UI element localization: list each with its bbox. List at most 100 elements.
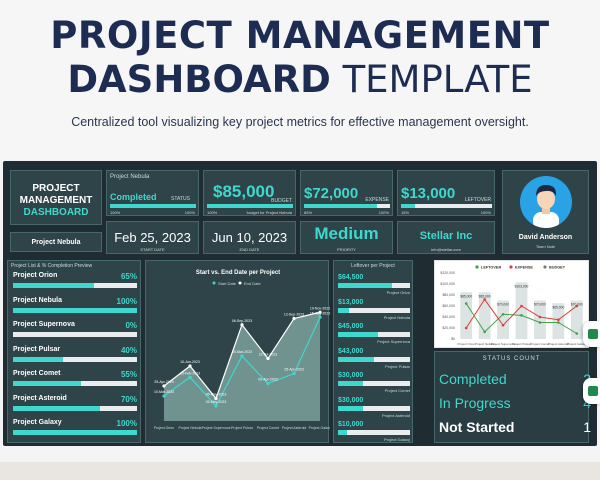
budget-progress-bar	[207, 204, 293, 208]
status-count-label: Completed	[439, 371, 507, 387]
start-date-point	[318, 315, 322, 319]
budget-data-label: $70,000	[534, 303, 546, 307]
dashboard-title-line1: PROJECT	[32, 183, 80, 194]
x-tick-label: Project Supernova	[202, 426, 231, 430]
expense-line-point	[483, 298, 486, 301]
y-tick-label: $40,000	[442, 315, 455, 319]
hero-title-line1: PROJECT MANAGEMENT	[50, 14, 550, 57]
expense-progress-bar	[304, 204, 390, 208]
start-date-label: 15-Aug-2023	[310, 311, 330, 315]
end-date-label: 22-Jul-2023	[259, 353, 278, 357]
person-icon	[533, 185, 559, 228]
start-date-caption: START DATE	[140, 247, 165, 252]
dashboard-panel: PROJECT MANAGEMENT DASHBOARD Project Neb…	[3, 161, 597, 446]
leftover-item-fill	[338, 405, 364, 411]
x-tick-label: Project Orion	[154, 426, 174, 430]
side-tab-icon[interactable]	[583, 321, 600, 347]
project-list-item-fill	[13, 307, 137, 313]
start-date-label: 25-Apr-2023	[284, 368, 304, 372]
leftover-line-point	[483, 330, 486, 334]
y-tick-label: $0	[451, 337, 455, 341]
legend-marker	[475, 265, 479, 269]
project-list-item-pct: 40%	[120, 345, 137, 355]
manager-role: Team Note	[535, 244, 556, 249]
end-date-card: Jun 10, 2023 END DATE	[203, 221, 296, 254]
start-date-value: Feb 25, 2023	[114, 230, 191, 245]
project-list-item-bar	[13, 381, 137, 386]
project-list-item-bar	[13, 332, 137, 337]
priority-value: Medium	[314, 224, 379, 243]
end-date-label: 12-Sep-2023	[284, 313, 304, 317]
status-card-value: Completed	[110, 192, 157, 202]
status-progress-right: 100%	[184, 210, 195, 215]
status-count-item: In Progress 4	[439, 395, 591, 415]
start-date-point	[162, 394, 166, 398]
side-tab-icon-2[interactable]	[583, 378, 600, 404]
budget-bar	[552, 303, 565, 339]
expense-progress-right: 100%	[378, 210, 389, 215]
leftover-item-name: Project Nebula	[383, 314, 410, 320]
leftover-item-fill	[338, 307, 349, 313]
leftover-item-bar	[338, 307, 410, 313]
hero-title-line2: DASHBOARD TEMPLATE	[0, 60, 600, 100]
status-progress-fill	[110, 204, 196, 208]
legend-marker	[238, 281, 242, 285]
start-date-point	[214, 404, 218, 408]
project-list-item: Project Galaxy 100%	[13, 419, 137, 442]
leftover-line-point	[464, 302, 468, 305]
status-card-label: Project Nebula	[110, 174, 150, 180]
end-date-point	[318, 310, 322, 314]
project-select[interactable]: Project Nebula	[10, 232, 102, 252]
bottom-strip	[0, 462, 600, 480]
leftover-item-value: $13,000	[338, 298, 364, 306]
end-date-label: 05-May-2023	[206, 393, 227, 397]
project-list-item-bar	[13, 356, 137, 362]
leftover-item-fill	[338, 283, 392, 288]
date-line-chart: Start vs. End Date per Project Start Date…	[154, 270, 332, 430]
x-tick-label: Project Pulsar	[512, 342, 531, 346]
avatar	[520, 176, 572, 228]
budget-data-label: $65,000	[552, 305, 564, 309]
project-list-item: Project Nebula 100%	[13, 297, 137, 320]
leftover-item-bar	[338, 430, 410, 435]
project-list-item-fill	[13, 430, 137, 435]
expense-line-point	[501, 323, 505, 327]
expense-line-point	[575, 304, 579, 308]
leftover-item-value: $10,000	[338, 421, 364, 428]
start-date-label: 20-Mar-2023	[232, 350, 252, 354]
dashboard-title-card: PROJECT MANAGEMENT DASHBOARD	[10, 170, 102, 225]
budget-bar	[515, 282, 528, 339]
expense-line-point	[520, 304, 523, 308]
legend-label: LEFTOVER	[481, 266, 501, 270]
leftover-list-item: $30,000 Project Asteroid	[338, 397, 410, 422]
leftover-progress-left: 15%	[401, 210, 410, 215]
x-tick-label: Project Nebula	[475, 342, 495, 346]
leftover-list-item: $10,000 Project Galaxy	[338, 421, 410, 446]
project-list-item-name: Project Galaxy	[13, 419, 62, 426]
x-tick-label: Project Comet	[530, 342, 549, 346]
leftover-progress-right: 100%	[480, 210, 491, 215]
budget-bar	[478, 292, 491, 339]
leftover-item-bar	[338, 332, 410, 337]
leftover-item-name: Project Pulsar	[385, 363, 410, 369]
start-date-label: 03-May-2023	[206, 400, 227, 404]
leftover-item-fill	[338, 356, 374, 362]
start-date-point	[188, 375, 192, 379]
start-date-label: 10-Mar-2023	[154, 390, 174, 394]
leftover-item-fill	[338, 430, 347, 435]
project-list-item-fill	[13, 405, 100, 411]
leftover-item-value: $43,000	[338, 347, 364, 355]
end-date-point	[162, 384, 166, 388]
start-date-point	[240, 354, 244, 358]
status-count-item: Completed 2	[439, 371, 591, 391]
budget-data-label: $103,000	[515, 284, 529, 288]
leftover-list-item: $45,000 Project Supernova	[338, 323, 410, 348]
status-card: Project Nebula Completed STATUS 100% 100…	[106, 170, 199, 216]
end-date-point	[266, 356, 270, 361]
budget-data-label: $85,000	[460, 294, 472, 298]
budget-bar	[534, 300, 546, 339]
project-select-value: Project Nebula	[31, 239, 81, 246]
y-tick-label: $80,000	[442, 293, 455, 297]
x-tick-label: Project Orion	[457, 342, 475, 346]
project-list-item-name: Project Pulsar	[13, 345, 61, 353]
